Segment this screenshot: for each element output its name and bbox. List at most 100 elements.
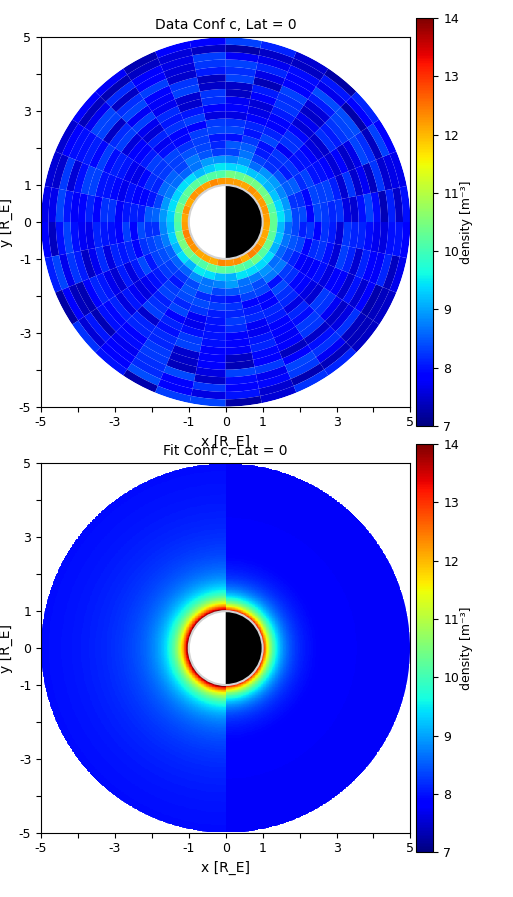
Wedge shape [55, 119, 78, 154]
Wedge shape [78, 97, 106, 127]
Wedge shape [176, 251, 189, 264]
Wedge shape [168, 302, 189, 318]
Wedge shape [160, 314, 183, 331]
Wedge shape [175, 202, 185, 213]
Wedge shape [260, 230, 269, 239]
Wedge shape [312, 332, 341, 357]
Wedge shape [140, 79, 169, 100]
Wedge shape [263, 126, 283, 142]
Wedge shape [93, 222, 103, 248]
Wedge shape [85, 102, 111, 132]
Wedge shape [109, 123, 132, 148]
Wedge shape [285, 351, 316, 372]
Wedge shape [278, 164, 293, 181]
Wedge shape [267, 255, 281, 269]
Wedge shape [108, 199, 117, 222]
Wedge shape [226, 134, 243, 143]
Wedge shape [197, 360, 226, 370]
Wedge shape [269, 189, 280, 202]
Wedge shape [226, 331, 249, 340]
Wedge shape [293, 253, 308, 271]
Wedge shape [52, 154, 69, 189]
Wedge shape [135, 351, 166, 372]
Wedge shape [166, 70, 197, 85]
Wedge shape [247, 106, 271, 119]
Wedge shape [97, 304, 121, 332]
Wedge shape [293, 370, 328, 393]
Wedge shape [308, 239, 320, 258]
Wedge shape [226, 96, 250, 106]
Wedge shape [83, 135, 103, 165]
Wedge shape [177, 99, 203, 113]
Wedge shape [346, 317, 373, 347]
Wedge shape [197, 259, 209, 270]
Y-axis label: density [m⁻³]: density [m⁻³] [461, 606, 473, 690]
Wedge shape [320, 296, 342, 321]
Wedge shape [121, 288, 142, 310]
Wedge shape [164, 259, 179, 274]
Wedge shape [318, 156, 335, 179]
Wedge shape [226, 266, 236, 274]
Wedge shape [308, 186, 320, 205]
Wedge shape [300, 105, 325, 128]
Wedge shape [246, 168, 259, 179]
Wedge shape [127, 316, 152, 339]
Wedge shape [56, 222, 66, 255]
Wedge shape [189, 179, 201, 191]
Wedge shape [251, 153, 267, 167]
Wedge shape [312, 222, 322, 240]
Wedge shape [199, 353, 226, 362]
Wedge shape [277, 222, 285, 233]
Wedge shape [277, 333, 304, 352]
Wedge shape [320, 74, 351, 102]
Wedge shape [254, 70, 285, 85]
Wedge shape [161, 56, 194, 72]
Wedge shape [316, 337, 346, 363]
Wedge shape [226, 381, 259, 392]
Wedge shape [217, 258, 226, 266]
Wedge shape [287, 250, 301, 267]
Wedge shape [334, 222, 344, 245]
Wedge shape [226, 367, 256, 377]
Wedge shape [389, 152, 407, 187]
Wedge shape [201, 253, 211, 263]
Wedge shape [298, 222, 307, 238]
Wedge shape [88, 169, 103, 196]
Wedge shape [182, 230, 191, 239]
Wedge shape [226, 280, 239, 289]
Wedge shape [133, 280, 152, 300]
Wedge shape [259, 167, 273, 180]
Wedge shape [234, 263, 246, 273]
Wedge shape [370, 192, 381, 222]
Wedge shape [260, 134, 279, 148]
Wedge shape [59, 157, 75, 190]
Wedge shape [268, 314, 291, 331]
Wedge shape [259, 264, 273, 277]
Wedge shape [191, 388, 226, 399]
Wedge shape [131, 186, 144, 205]
Wedge shape [66, 160, 83, 192]
Wedge shape [278, 263, 293, 280]
Wedge shape [146, 237, 157, 253]
Wedge shape [172, 344, 200, 360]
Wedge shape [192, 135, 210, 147]
Wedge shape [63, 190, 73, 222]
Wedge shape [172, 134, 192, 148]
Wedge shape [305, 205, 314, 222]
Wedge shape [341, 312, 367, 342]
Wedge shape [288, 154, 306, 173]
Wedge shape [309, 288, 330, 310]
Wedge shape [226, 163, 237, 171]
Wedge shape [288, 65, 320, 87]
Wedge shape [41, 186, 52, 222]
Wedge shape [153, 194, 164, 209]
Wedge shape [163, 280, 181, 296]
Wedge shape [108, 222, 117, 245]
Wedge shape [157, 181, 170, 196]
Wedge shape [152, 207, 161, 222]
Wedge shape [110, 152, 127, 177]
Wedge shape [151, 250, 164, 267]
Wedge shape [280, 85, 308, 105]
Wedge shape [137, 256, 152, 275]
Wedge shape [250, 253, 262, 265]
